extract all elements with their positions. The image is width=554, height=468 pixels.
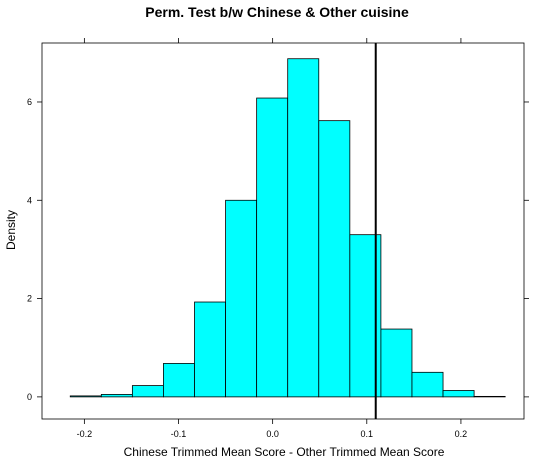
ticks-layer: -0.2 -0.1 0.0 0.1 0.2 0 2 4 6 xyxy=(27,38,529,439)
y-tick-label: 6 xyxy=(27,97,32,107)
y-tick-label: 0 xyxy=(27,392,32,402)
histogram-bar xyxy=(442,390,475,398)
x-tick-label: 0.1 xyxy=(361,429,374,439)
histogram-bar xyxy=(411,371,444,398)
y-tick-label: 4 xyxy=(27,195,32,205)
chart-title: Perm. Test b/w Chinese & Other cuisine xyxy=(145,4,409,20)
histogram-bar xyxy=(131,385,164,398)
bars-layer xyxy=(69,58,506,398)
histogram-bar xyxy=(100,394,133,398)
histogram-bar xyxy=(163,363,195,398)
histogram-bar xyxy=(225,199,258,398)
x-tick-label: 0.2 xyxy=(455,429,468,439)
histogram-bar xyxy=(287,58,320,398)
histogram-bar xyxy=(380,328,413,398)
histogram-bar xyxy=(69,395,102,398)
histogram-bar xyxy=(194,301,226,398)
x-tick-label: -0.2 xyxy=(77,429,93,439)
histogram-bar xyxy=(318,120,351,398)
x-tick-label: 0.0 xyxy=(266,429,279,439)
y-tick-label: 2 xyxy=(27,294,32,304)
plot-frame xyxy=(41,42,525,420)
y-axis-label: Density xyxy=(4,210,18,250)
x-axis-label: Chinese Trimmed Mean Score - Other Trimm… xyxy=(124,445,445,459)
histogram-bar xyxy=(256,97,289,398)
x-tick-label: -0.1 xyxy=(171,429,187,439)
